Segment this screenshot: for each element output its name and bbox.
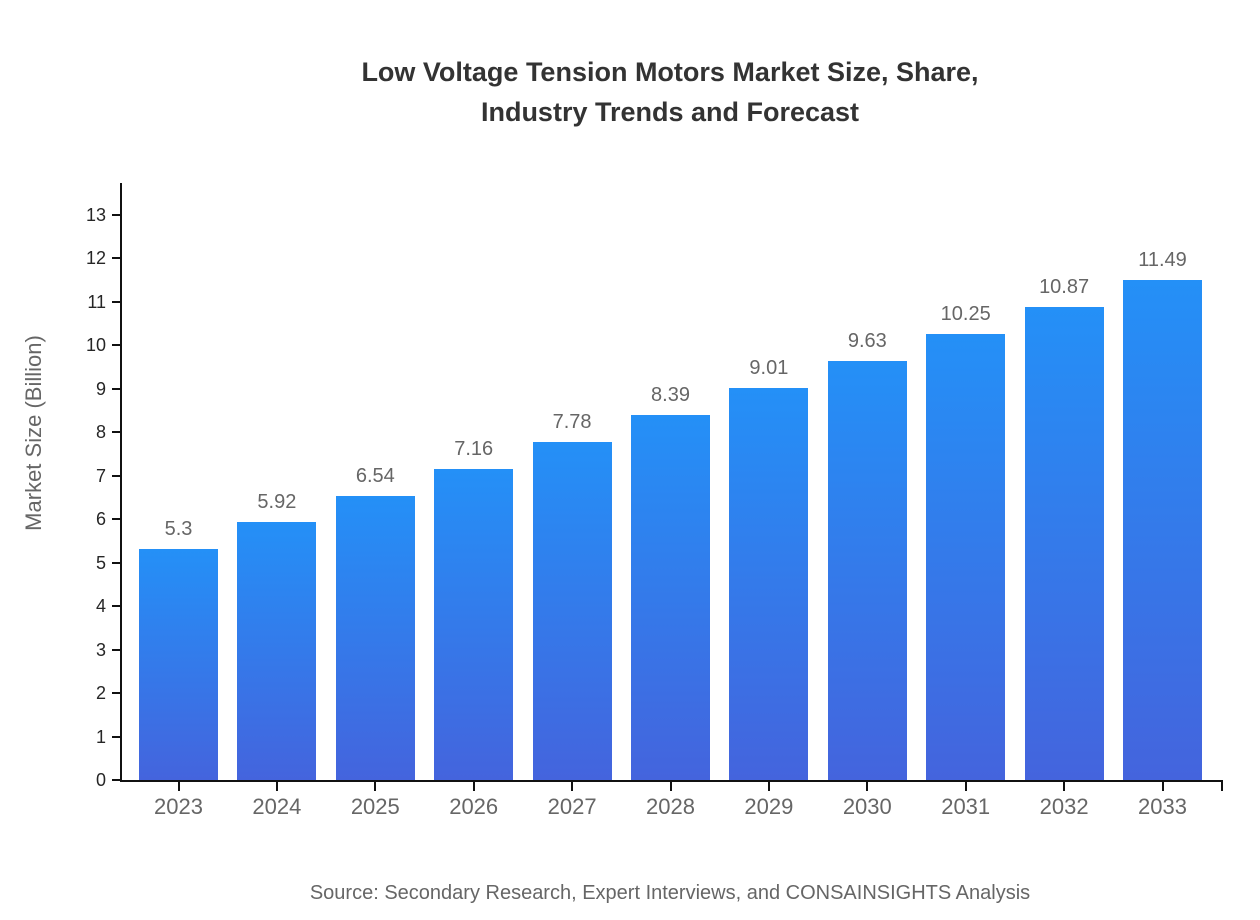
y-tick-mark-4 [112,605,121,607]
bar-2031[interactable] [926,334,1006,780]
x-axis-line [120,780,1223,782]
y-axis-title: Market Size (Billion) [21,335,46,531]
y-tick-mark-6 [112,518,121,520]
bar-2030[interactable] [827,361,907,780]
x-tick-mark-2027 [571,782,574,791]
y-tick-label-8: 8 [95,422,106,442]
bar-value-label-2023: 5.3 [164,518,193,541]
x-axis-end-tick-mark [1221,782,1223,791]
y-tick-label-12: 12 [85,248,106,268]
y-tick-mark-9 [112,387,121,390]
y-tick-mark-0 [112,779,121,781]
x-tick-label-2032: 2032 [1039,794,1089,819]
bar-value-label-2028: 8.39 [651,384,690,407]
chart-title-line1: Low Voltage Tension Motors Market Size, … [361,57,979,87]
y-tick-label-1: 1 [95,726,106,747]
y-tick-mark-5 [112,561,121,564]
y-tick-mark-7 [112,474,121,477]
x-tick-mark-2026 [472,782,475,791]
x-tick-mark-2032 [1063,782,1066,791]
bar-value-label-2030: 9.63 [847,330,887,353]
bar-2029[interactable] [729,388,809,780]
bar-2026[interactable] [434,468,514,780]
y-axis-line [120,183,122,782]
y-tick-label-2: 2 [95,683,106,703]
y-tick-mark-8 [112,431,121,433]
x-tick-label-2027: 2027 [547,794,597,819]
y-tick-mark-3 [112,648,121,651]
source-note: Source: Secondary Research, Expert Inter… [309,882,1031,904]
chart-title: Low Voltage Tension Motors Market Size, … [80,52,1260,132]
bar-2025[interactable] [335,495,415,780]
x-tick-mark-2033 [1161,782,1164,791]
y-tick-label-7: 7 [95,465,106,486]
x-tick-label-2030: 2030 [842,794,892,819]
x-tick-mark-2031 [964,782,967,791]
bar-value-label-2032: 10.87 [1039,276,1090,299]
y-tick-label-9: 9 [95,378,106,399]
y-tick-mark-11 [112,300,121,303]
y-tick-label-6: 6 [95,509,106,529]
y-tick-label-13: 13 [85,204,106,225]
bar-2033[interactable] [1123,280,1202,780]
x-tick-mark-2028 [669,782,672,791]
x-tick-label-2023: 2023 [154,794,203,819]
y-tick-mark-13 [112,213,121,216]
y-tick-label-5: 5 [95,552,106,573]
y-tick-mark-12 [112,257,121,259]
x-tick-mark-2024 [275,782,278,791]
x-tick-mark-2030 [866,782,869,791]
y-tick-mark-2 [112,692,121,694]
bar-2023[interactable] [139,549,218,780]
y-tick-label-4: 4 [95,596,106,616]
bar-value-label-2029: 9.01 [749,357,789,380]
x-tick-mark-2029 [767,782,770,791]
x-tick-label-2024: 2024 [252,794,302,819]
x-tick-label-2025: 2025 [350,794,400,819]
y-tick-label-10: 10 [85,335,106,355]
bar-value-label-2027: 7.78 [552,410,592,433]
x-tick-label-2029: 2029 [744,794,794,819]
bar-2024[interactable] [237,522,317,780]
x-tick-mark-2025 [374,782,377,791]
bar-value-label-2024: 5.92 [257,491,297,514]
bar-2027[interactable] [532,441,612,780]
y-tick-mark-1 [112,735,121,738]
bar-value-label-2026: 7.16 [454,437,494,460]
chart-title-line2: Industry Trends and Forecast [480,97,860,127]
y-tick-label-11: 11 [87,291,106,312]
x-tick-mark-2023 [177,782,180,791]
y-tick-label-3: 3 [95,639,106,660]
x-tick-label-2031: 2031 [941,794,991,819]
x-tick-label-2026: 2026 [449,794,499,819]
bar-value-label-2025: 6.54 [355,464,395,487]
bar-value-label-2031: 10.25 [940,303,991,326]
x-tick-label-2028: 2028 [646,794,695,819]
x-tick-label-2033: 2033 [1138,794,1187,819]
bar-2032[interactable] [1024,307,1104,780]
bar-2028[interactable] [631,415,710,780]
bar-value-label-2033: 11.49 [1138,249,1187,272]
y-tick-mark-10 [112,344,121,346]
y-tick-label-0: 0 [95,770,106,790]
